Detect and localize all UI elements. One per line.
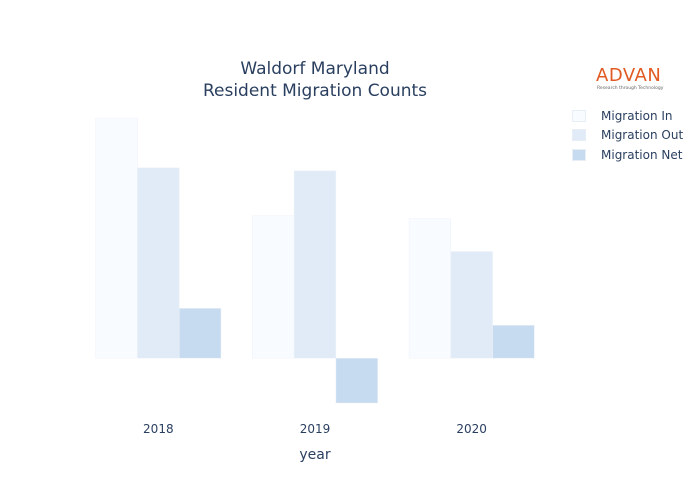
legend-label: Migration Out xyxy=(601,128,684,143)
bar-migration-net-2020[interactable] xyxy=(492,325,535,359)
legend-label: Migration In xyxy=(601,108,673,123)
bar-migration-out-2018[interactable] xyxy=(137,167,180,359)
x-axis-title: year xyxy=(299,447,331,463)
logo-wordmark: ADVAN xyxy=(596,65,662,86)
x-tick-label: 2020 xyxy=(456,422,487,436)
legend-label: Migration Net xyxy=(601,147,683,162)
bar-migration-in-2019[interactable] xyxy=(252,215,295,359)
legend-item-migration-out[interactable]: Migration Out xyxy=(572,126,683,146)
legend-item-migration-in[interactable]: Migration In xyxy=(572,106,683,126)
advan-logo: ADVAN Research through Technology xyxy=(596,66,676,92)
chart-title: Waldorf Maryland Resident Migration Coun… xyxy=(165,58,465,102)
x-tick-label: 2018 xyxy=(143,422,174,436)
bar-migration-net-2019[interactable] xyxy=(335,357,378,404)
chart-title-line-2: Resident Migration Counts xyxy=(202,81,428,101)
bar-migration-in-2018[interactable] xyxy=(95,117,138,359)
chart-title-line-1: Waldorf Maryland xyxy=(240,59,390,79)
x-tick-label: 2019 xyxy=(300,422,331,436)
legend-swatch-migration-out xyxy=(572,129,586,142)
bar-migration-out-2020[interactable] xyxy=(450,251,493,359)
bar-migration-out-2019[interactable] xyxy=(293,170,337,359)
legend-swatch-migration-in xyxy=(572,109,586,122)
logo-tagline: Research through Technology xyxy=(597,86,664,91)
legend-item-migration-net[interactable]: Migration Net xyxy=(572,145,683,165)
legend-swatch-migration-net xyxy=(572,148,586,161)
legend: Migration In Migration Out Migration Net xyxy=(572,106,683,165)
bar-migration-net-2018[interactable] xyxy=(178,308,222,359)
bar-migration-in-2020[interactable] xyxy=(408,218,452,359)
